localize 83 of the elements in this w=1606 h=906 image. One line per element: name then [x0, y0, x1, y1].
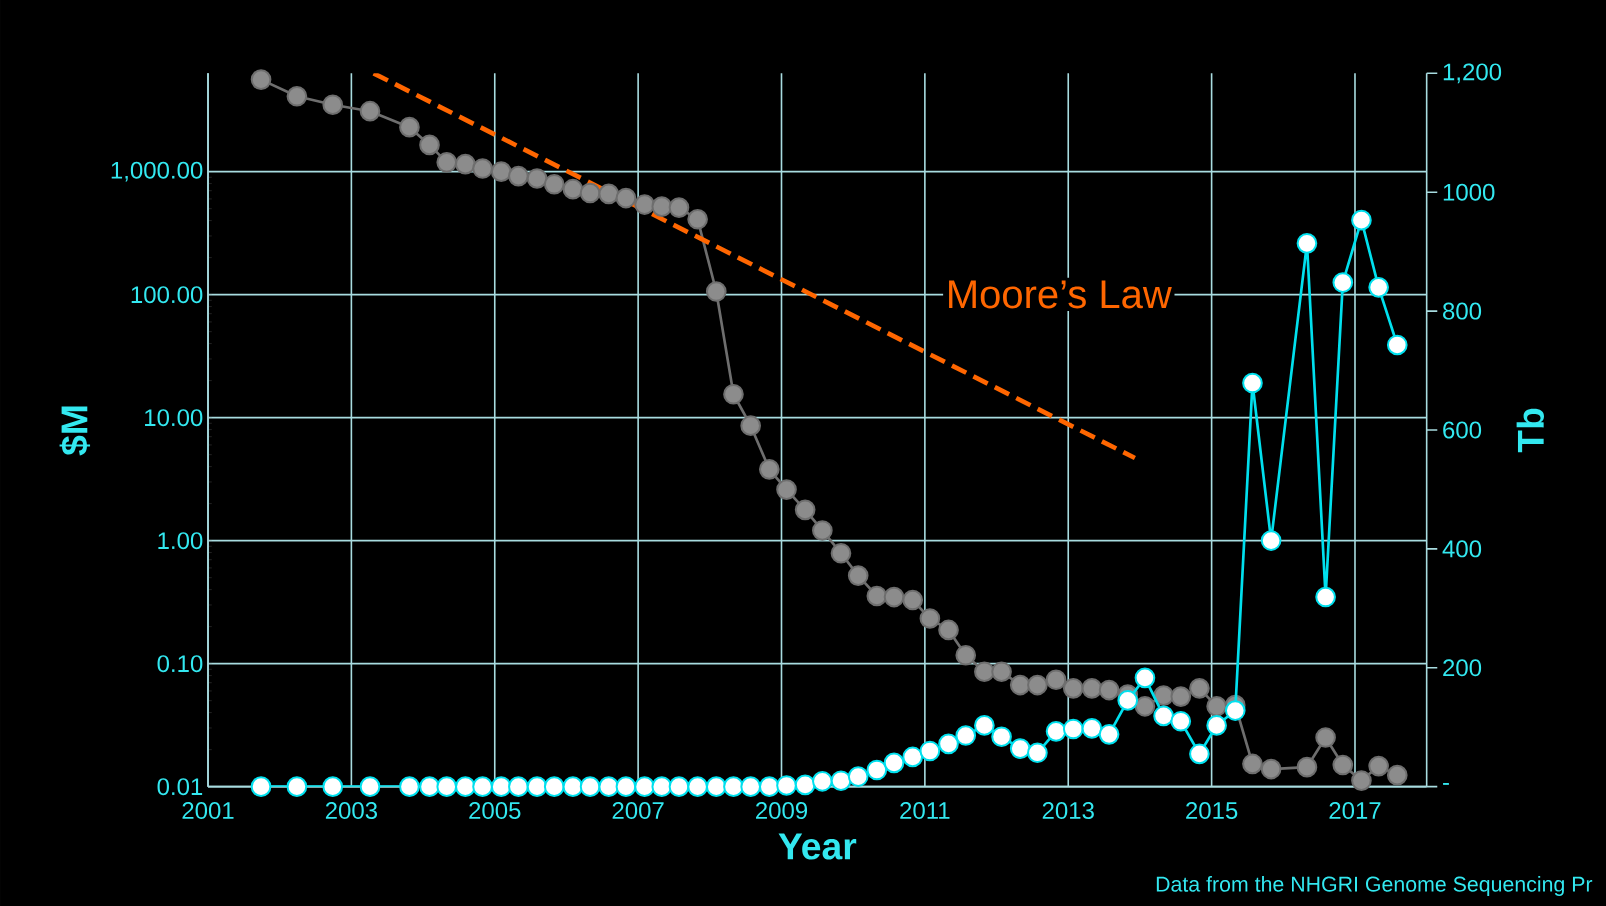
- point: [1027, 674, 1048, 696]
- point: [991, 661, 1012, 683]
- x-axis-title: Year: [778, 833, 857, 860]
- point: [1368, 755, 1389, 777]
- y2-tick-label: 800: [1443, 302, 1482, 320]
- point: [615, 187, 637, 209]
- point: [1351, 770, 1372, 791]
- point: [1098, 679, 1120, 701]
- x-tick-label: 2011: [900, 802, 950, 820]
- point: [668, 197, 690, 218]
- point: [526, 168, 548, 189]
- y-tick-label: 0.01: [157, 778, 203, 796]
- point: [847, 565, 869, 586]
- y2-axis-title: Tb: [1516, 408, 1544, 453]
- point: [866, 585, 888, 607]
- point: [919, 608, 941, 629]
- point: [883, 586, 905, 608]
- point: [955, 644, 977, 666]
- x-tick-label: 2017: [1329, 802, 1381, 820]
- point: [651, 196, 673, 217]
- point: [812, 520, 833, 541]
- point: [472, 158, 493, 179]
- point: [490, 161, 512, 182]
- series-label: Moore’s Law: [949, 280, 1172, 309]
- point: [359, 100, 381, 122]
- point: [758, 459, 780, 480]
- point: [455, 153, 476, 175]
- y2-tick-label: 600: [1443, 421, 1482, 439]
- point: [1386, 764, 1408, 786]
- point: [322, 94, 344, 116]
- point: [1134, 695, 1156, 717]
- point: [723, 383, 744, 405]
- point: [634, 194, 655, 215]
- point: [399, 116, 420, 138]
- point: [687, 208, 708, 230]
- point: [938, 619, 959, 641]
- y2-tick-label: 1,200: [1443, 63, 1502, 84]
- point: [776, 479, 797, 500]
- point: [1081, 678, 1103, 699]
- point: [1062, 678, 1084, 699]
- y2-tick-label: 200: [1443, 659, 1482, 677]
- point: [543, 173, 565, 195]
- point: [508, 165, 529, 187]
- point: [598, 183, 620, 205]
- point: [1242, 753, 1263, 775]
- y-tick-label: 0.10: [157, 655, 203, 673]
- point: [1315, 727, 1336, 748]
- point: [1296, 756, 1318, 778]
- x-tick-label: 2015: [1186, 802, 1238, 820]
- x-tick-label: 2007: [612, 802, 664, 820]
- x-tick-label: 2003: [325, 802, 378, 820]
- point: [250, 69, 272, 90]
- point: [974, 661, 995, 683]
- x-tick-label: 2009: [756, 802, 808, 820]
- point: [1009, 674, 1031, 696]
- x-tick-label: 2001: [182, 802, 234, 820]
- point: [794, 499, 816, 521]
- point: [1206, 695, 1227, 717]
- y-tick-label: 1.00: [158, 532, 203, 550]
- point: [436, 152, 458, 173]
- x-tick-label: 2013: [1042, 802, 1094, 820]
- y-tick-label: 100.00: [131, 286, 203, 304]
- y-axis-title: $M: [59, 406, 91, 456]
- point: [740, 415, 762, 437]
- point: [902, 589, 924, 611]
- x-tick-label: 2005: [469, 802, 521, 820]
- point: [1045, 669, 1067, 691]
- y2-tick-label: 1000: [1443, 183, 1495, 201]
- point: [419, 134, 440, 156]
- point: [1260, 758, 1282, 780]
- point: [830, 542, 852, 564]
- y-tick-label: 1,000.00: [111, 161, 203, 182]
- point: [579, 182, 601, 204]
- point: [1332, 754, 1354, 776]
- point: [286, 85, 308, 107]
- y2-tick-label: -: [1443, 782, 1449, 785]
- point: [1189, 678, 1210, 699]
- text: Data from the NHGRI Genome Sequencing Pr: [1156, 876, 1593, 896]
- y2-tick-label: 400: [1442, 540, 1482, 558]
- point: [705, 281, 727, 302]
- point: [562, 178, 584, 200]
- y-tick-label: 10.00: [145, 409, 203, 427]
- point: [1170, 686, 1192, 707]
